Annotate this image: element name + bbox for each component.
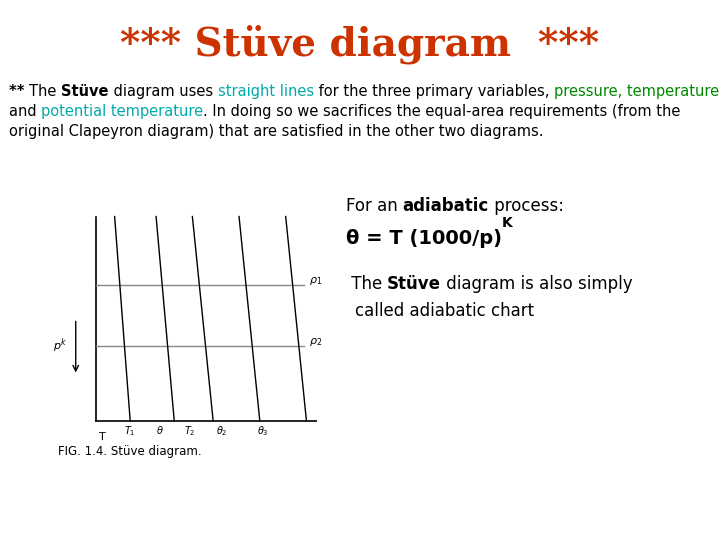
Text: Stüve: Stüve (387, 275, 441, 293)
Text: adiabatic: adiabatic (402, 197, 489, 215)
Text: called adiabatic chart: called adiabatic chart (355, 302, 534, 320)
Text: $T_1$: $T_1$ (125, 424, 136, 438)
Text: straight lines: straight lines (217, 84, 314, 99)
Text: The: The (346, 275, 387, 293)
Text: $T_2$: $T_2$ (184, 424, 196, 438)
Text: $\theta_2$: $\theta_2$ (217, 424, 228, 438)
Text: The: The (30, 84, 61, 99)
Text: T: T (99, 432, 106, 442)
Text: pressure, temperature: pressure, temperature (554, 84, 719, 99)
Text: K: K (502, 216, 513, 230)
Text: $\theta_3$: $\theta_3$ (256, 424, 269, 438)
Text: $\theta$: $\theta$ (156, 424, 164, 436)
Text: potential temperature: potential temperature (41, 104, 203, 119)
Text: Stüve: Stüve (61, 84, 109, 99)
Text: θ = T (1000/p): θ = T (1000/p) (346, 230, 502, 248)
Text: diagram uses: diagram uses (109, 84, 217, 99)
Text: diagram is also simply: diagram is also simply (441, 275, 633, 293)
Text: *** Stüve diagram  ***: *** Stüve diagram *** (120, 24, 600, 64)
Text: $p^k$: $p^k$ (53, 336, 68, 355)
Text: and: and (9, 104, 41, 119)
Text: $\rho_1$: $\rho_1$ (309, 275, 323, 287)
Text: for the three primary variables,: for the three primary variables, (314, 84, 554, 99)
Text: FIG. 1.4. Stüve diagram.: FIG. 1.4. Stüve diagram. (58, 446, 201, 458)
Text: original Clapeyron diagram) that are satisfied in the other two diagrams.: original Clapeyron diagram) that are sat… (9, 124, 543, 139)
Text: $\rho_2$: $\rho_2$ (309, 336, 323, 348)
Text: For an: For an (346, 197, 402, 215)
Text: process:: process: (489, 197, 564, 215)
Text: . In doing so we sacrifices the equal-area requirements (from the: . In doing so we sacrifices the equal-ar… (203, 104, 680, 119)
Text: **: ** (9, 84, 30, 99)
